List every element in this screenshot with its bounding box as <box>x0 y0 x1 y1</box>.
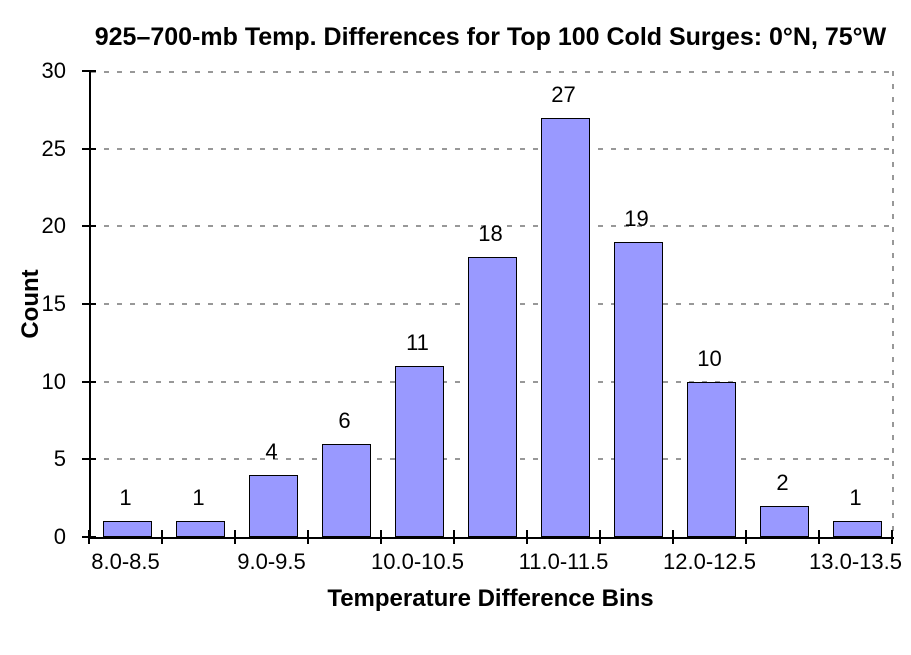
bar-9.0-9.5 <box>249 474 298 537</box>
x-tick-mark-4 <box>380 530 382 544</box>
y-tick-mark-20 <box>82 225 96 228</box>
y-tick-mark-30 <box>82 70 96 72</box>
bar-value-label-12.5-13.0: 2 <box>776 469 789 495</box>
x-tick-mark-3 <box>307 530 309 544</box>
y-tick-mark-15 <box>82 303 96 305</box>
x-tick-label-13.0-13.5: 13.0-13.5 <box>809 549 902 574</box>
bar-value-label-8.5-9.0: 1 <box>192 485 205 511</box>
bar-9.5-10.0 <box>322 443 371 537</box>
bar-11.5-12.0 <box>614 241 663 537</box>
x-tick-mark-10 <box>818 530 820 544</box>
x-tick-mark-5 <box>453 530 455 544</box>
y-tick-label-20: 20 <box>41 213 66 239</box>
bar-value-label-8.0-8.5: 1 <box>119 485 132 511</box>
x-tick-label-12.0-12.5: 12.0-12.5 <box>663 549 756 574</box>
bar-value-label-9.5-10.0: 6 <box>338 407 351 433</box>
bar-8.5-9.0 <box>176 521 225 537</box>
x-tick-label-10.0-10.5: 10.0-10.5 <box>371 549 464 574</box>
y-tick-mark-10 <box>82 380 96 383</box>
x-tick-mark-8 <box>672 530 674 544</box>
bar-value-label-11.5-12.0: 19 <box>624 205 649 231</box>
gridline-y-20 <box>91 225 894 228</box>
gridline-y-25 <box>91 147 894 150</box>
bar-value-label-13.0-13.5: 1 <box>849 485 862 511</box>
x-tick-mark-6 <box>526 530 528 544</box>
x-tick-mark-2 <box>234 530 236 544</box>
bar-value-label-10.0-10.5: 11 <box>406 330 429 356</box>
y-tick-label-10: 10 <box>41 368 66 394</box>
bar-13.0-13.5 <box>833 521 882 537</box>
bar-value-label-10.5-11.0: 18 <box>478 221 503 247</box>
bar-value-label-11.0-11.5: 27 <box>551 81 576 107</box>
chart-title: 925–700-mb Temp. Differences for Top 100… <box>94 23 887 51</box>
plot-area <box>89 71 894 539</box>
bar-11.0-11.5 <box>541 117 590 537</box>
bar-10.5-11.0 <box>468 257 517 537</box>
x-tick-mark-1 <box>161 530 163 544</box>
y-tick-label-15: 15 <box>41 291 66 316</box>
bar-12.0-12.5 <box>687 381 736 537</box>
y-tick-label-0: 0 <box>53 524 66 549</box>
bar-12.5-13.0 <box>760 505 809 537</box>
x-axis-title: Temperature Difference Bins <box>327 585 654 612</box>
y-tick-label-25: 25 <box>41 135 66 161</box>
y-tick-mark-25 <box>82 147 96 150</box>
y-tick-mark-5 <box>82 458 96 461</box>
x-tick-mark-7 <box>599 530 601 544</box>
x-tick-mark-0 <box>88 530 90 544</box>
plot-border-top <box>91 71 894 73</box>
y-tick-label-30: 30 <box>41 58 66 83</box>
x-tick-label-9.0-9.5: 9.0-9.5 <box>237 549 306 574</box>
y-tick-label-5: 5 <box>53 446 66 472</box>
bar-8.0-8.5 <box>103 521 152 537</box>
x-tick-label-11.0-11.5: 11.0-11.5 <box>518 549 609 574</box>
x-tick-mark-9 <box>745 530 747 544</box>
bar-value-label-9.0-9.5: 4 <box>265 438 278 464</box>
bar-10.0-10.5 <box>395 366 444 537</box>
x-tick-label-8.0-8.5: 8.0-8.5 <box>91 549 160 574</box>
bar-value-label-12.0-12.5: 10 <box>697 345 722 371</box>
x-tick-mark-11 <box>891 530 893 544</box>
